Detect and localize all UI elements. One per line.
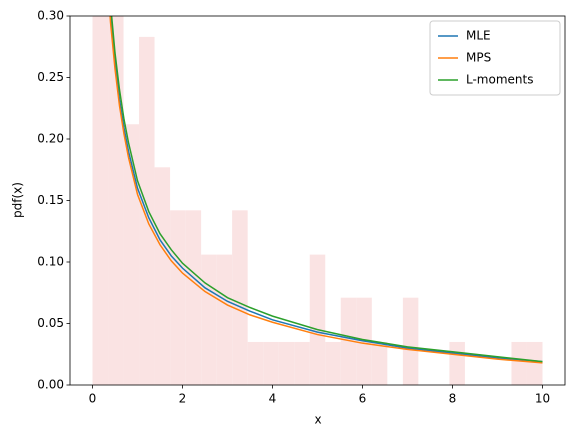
x-tick-label: 6	[359, 392, 367, 406]
x-tick-label: 10	[535, 392, 550, 406]
histogram-bar	[371, 341, 388, 385]
y-tick-label: 0.15	[37, 193, 64, 207]
y-tick-label: 0.20	[37, 132, 64, 146]
y-tick-label: 0.25	[37, 70, 64, 84]
y-tick-label: 0.05	[37, 316, 64, 330]
x-tick-label: 8	[449, 392, 457, 406]
x-tick-label: 4	[269, 392, 277, 406]
line-series	[109, 16, 543, 363]
histogram-bar	[201, 254, 217, 385]
x-tick-label: 0	[89, 392, 97, 406]
y-tick-label: 0.00	[37, 378, 64, 392]
histogram-bar	[247, 341, 264, 385]
histogram-bar	[232, 210, 248, 385]
plot-area	[92, 16, 543, 385]
y-tick-label: 0.30	[37, 9, 64, 23]
histogram-bar	[185, 210, 202, 385]
histogram-bar	[449, 341, 465, 385]
histogram-bar	[402, 297, 419, 385]
histogram-bar	[92, 16, 109, 385]
histogram-bar	[325, 341, 341, 385]
histogram-bar	[278, 341, 295, 385]
histogram-bar	[511, 341, 527, 385]
line-series	[110, 16, 543, 363]
y-tick-label: 0.10	[37, 255, 64, 269]
line-series	[109, 16, 543, 364]
legend-label: L-moments	[466, 73, 533, 87]
histogram-bar	[309, 254, 326, 385]
histogram-bar	[170, 210, 186, 385]
histogram-bar	[263, 341, 279, 385]
histogram-bar	[294, 341, 310, 385]
histogram-bar	[216, 254, 233, 385]
legend-label: MPS	[466, 51, 491, 65]
histogram-bar	[526, 341, 543, 385]
legend-box	[429, 20, 561, 96]
y-axis-label: pdf(x)	[11, 182, 25, 218]
histogram-bar	[340, 297, 357, 385]
x-axis-label: x	[314, 413, 321, 427]
histogram-bar	[154, 167, 171, 385]
x-tick-label: 2	[179, 392, 187, 406]
histogram-bar	[123, 124, 140, 385]
legend-label: MLE	[466, 29, 491, 43]
